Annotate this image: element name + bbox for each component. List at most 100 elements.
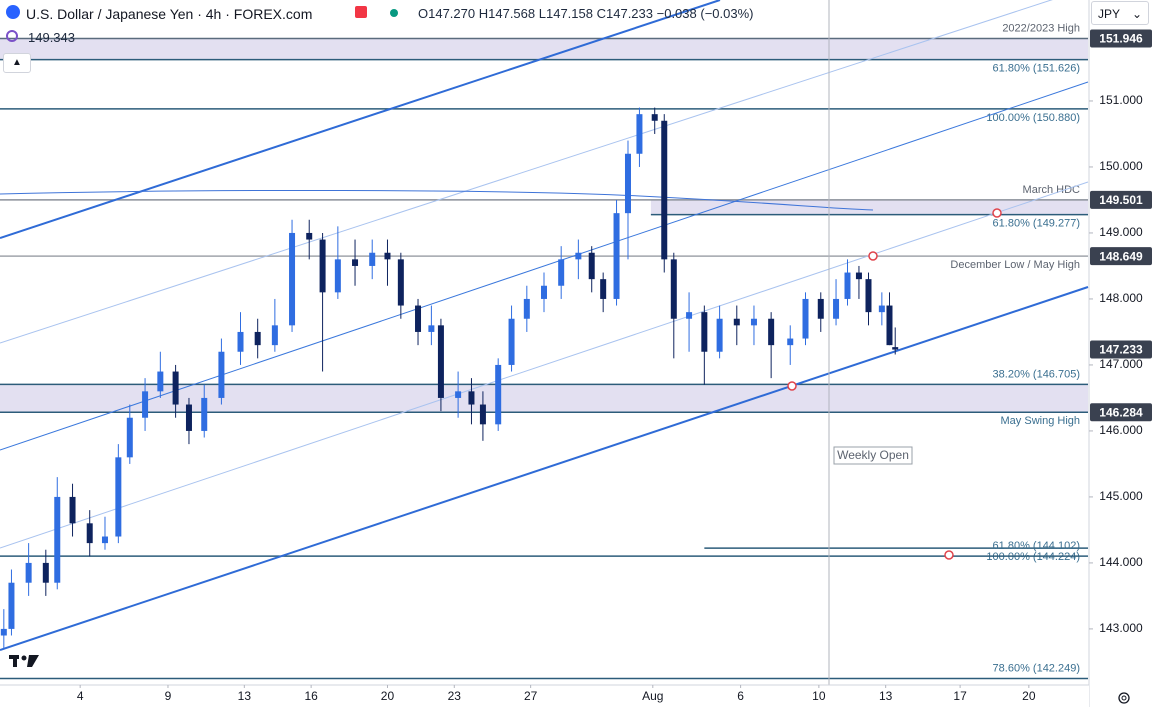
x-tick-label: 9 [165,689,172,703]
candle-body [25,562,32,583]
candle-body [787,338,794,346]
level-label: 61.80% (144.102) [993,540,1080,552]
collapse-button[interactable]: ▲ [3,53,31,73]
candle-body [334,259,341,293]
candle-body [701,312,708,352]
candle-body [289,232,296,326]
candle-body [661,120,668,260]
x-tick-label: 13 [238,689,252,703]
level-label: May Swing High [1001,415,1080,427]
currency: JPY [1098,7,1121,21]
legend-header: U.S. Dollar / Japanese Yen · 4h · FOREX.… [0,0,1088,73]
price-label-box [1090,403,1152,422]
candle-body [523,298,530,319]
candle-body [468,391,475,405]
candle-body [817,298,824,319]
candle-body [397,259,404,306]
x-tick-label: 27 [524,689,538,703]
marker [787,381,797,391]
price-label-box [1090,247,1152,266]
x-tick-label: 16 [304,689,318,703]
x-tick-label: 20 [381,689,395,703]
candle-body [892,347,899,350]
plot [0,107,899,649]
candle-body [319,239,326,293]
drawings [0,0,1089,685]
y-tick-label: 151.000 [1099,93,1143,107]
candle-body [575,252,582,260]
candle-body [352,259,359,266]
candle-body [8,582,15,629]
level-label: December Low / May High [950,259,1080,271]
marker [992,208,1002,218]
symbol-title: U.S. Dollar / Japanese Yen · 4h · FOREX.… [26,6,313,22]
price-label: 148.649 [1099,249,1143,263]
candle-body [271,325,278,346]
channel-line [0,0,721,239]
candle-body [306,232,313,240]
candle-body [142,391,149,418]
channel-line [0,286,1089,651]
channel-line [0,0,1053,344]
candle-body [0,628,7,636]
time-axis [0,685,1089,707]
candle-body [670,259,677,319]
zone [650,199,1088,215]
candle-body [237,331,244,352]
candle-body [886,305,893,346]
candle-body [508,318,515,365]
candle-body [455,391,462,398]
candle-body [541,285,547,299]
level-label: 100.00% (144.224) [986,551,1080,563]
candle-body [101,536,108,544]
y-tick-label: 144.000 [1099,555,1143,569]
candle-body [855,272,862,280]
candle-body [733,318,740,326]
candle-body [558,259,565,286]
level-label: 100.00% (150.880) [986,112,1080,124]
zone [0,38,1088,60]
price-label: 146.284 [1099,405,1143,419]
candle-body [201,397,208,431]
indicator-value: 149.343 [28,30,75,45]
price-label: 147.233 [1099,343,1143,357]
annotation-box [833,446,913,465]
x-tick-label: 6 [737,689,744,703]
candle-body [750,318,757,326]
x-tick-label: 10 [812,689,826,703]
axes: 151.000 150.000 149.000 148.000 147.000 146.0… [77,29,1152,703]
level-label: 38.20% (146.705) [993,368,1080,380]
candle-body [716,318,723,352]
x-tick-label: 17 [953,689,967,703]
x-tick-label: 23 [448,689,462,703]
candle-body [802,298,809,339]
candle-body [86,523,93,544]
price-label-box [1090,190,1152,209]
settings-icon[interactable] [1118,692,1130,704]
symbol-icon [6,5,20,19]
settings-icon[interactable] [1121,695,1127,701]
logo-part [21,655,27,661]
x-tick-label: 4 [77,689,84,703]
alert-icon [355,6,367,18]
y-tick-label: 150.000 [1099,159,1143,173]
y-tick-label: 146.000 [1099,423,1143,437]
candle-body [369,252,376,266]
candle-body [172,371,179,405]
candle-body [254,331,261,346]
ohlc-change: −0.038 (−0.03%) [656,6,754,21]
candle-body [651,114,658,121]
candle-body [495,364,502,425]
candle-body [69,496,76,524]
annotation: Weekly Open [837,448,909,462]
candle-body [428,325,435,332]
candle-body [115,457,122,537]
ohlc-close: C147.233 [596,6,653,21]
level-label: 61.80% (151.626) [993,63,1080,75]
logo-part [27,655,39,667]
dropdown-arrow: ⌄ [1131,7,1142,21]
currency-button[interactable]: JPY ⌄ [1091,1,1149,25]
y-tick-label: 143.000 [1099,621,1143,635]
logo-part [13,655,17,667]
